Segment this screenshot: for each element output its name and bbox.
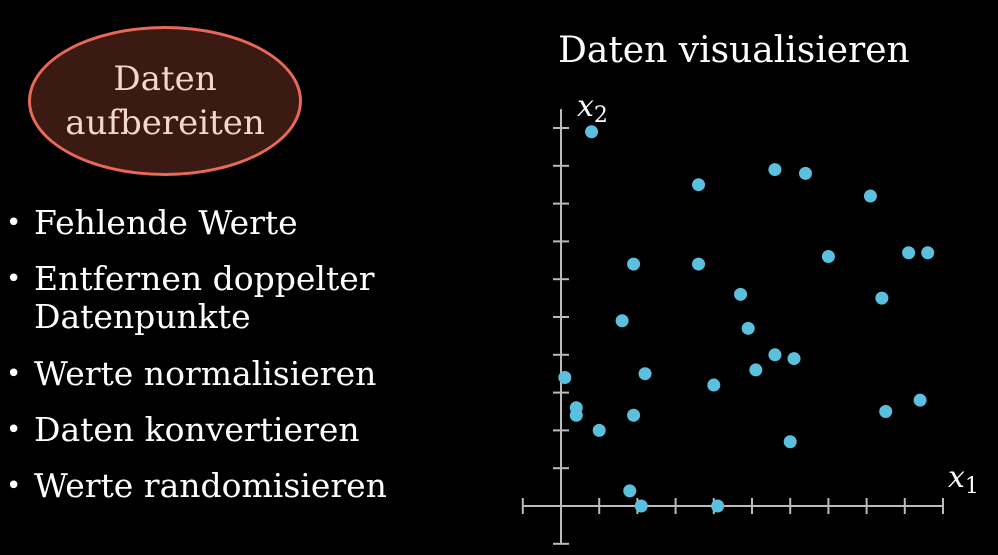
data-point — [711, 499, 725, 513]
data-point — [921, 246, 935, 260]
data-point — [787, 352, 801, 366]
data-point — [707, 378, 721, 392]
bullet-item: • Fehlende Werte — [6, 204, 387, 242]
data-point — [913, 393, 927, 407]
data-point — [749, 363, 763, 377]
axes — [521, 109, 944, 545]
x-axis-label: x1 — [948, 460, 979, 499]
data-point — [634, 499, 648, 513]
bullet-item: • Werte randomisieren — [6, 467, 387, 505]
data-points — [558, 125, 935, 513]
data-point — [623, 484, 637, 498]
data-point — [798, 166, 812, 180]
section-badge: Daten aufbereiten — [28, 26, 302, 176]
bullet-list: • Fehlende Werte • Entfernen doppelter D… — [6, 200, 387, 505]
data-point — [768, 163, 782, 177]
bullet-label: Daten konvertieren — [34, 410, 360, 449]
bullet-label-continued: Datenpunkte — [34, 297, 251, 336]
data-point — [768, 348, 782, 362]
data-point — [585, 125, 599, 139]
bullet-item: • Entfernen doppelter Datenpunkte — [6, 260, 387, 336]
data-point — [741, 321, 755, 335]
data-point — [879, 405, 893, 418]
bullet-dot-icon: • — [6, 471, 22, 501]
data-point — [638, 367, 652, 381]
bullet-label: Fehlende Werte — [34, 203, 298, 242]
data-point — [734, 287, 748, 301]
data-point — [692, 257, 706, 271]
data-point — [692, 178, 706, 192]
bullet-dot-icon: • — [6, 415, 22, 445]
bullet-item: • Werte normalisieren — [6, 355, 387, 393]
bullet-dot-icon: • — [6, 208, 22, 238]
data-point — [863, 189, 877, 203]
data-point — [875, 291, 889, 305]
bullet-label: Entfernen doppelter — [34, 259, 375, 298]
data-point — [569, 408, 583, 422]
bullet-dot-icon: • — [6, 359, 22, 389]
data-point — [821, 250, 835, 264]
badge-line-2: aufbereiten — [65, 103, 265, 143]
chart-title: Daten visualisieren — [558, 30, 910, 71]
bullet-dot-icon: • — [6, 264, 22, 294]
data-point — [615, 314, 629, 328]
data-point — [592, 423, 606, 437]
bullet-label: Werte normalisieren — [34, 354, 377, 393]
data-point — [558, 370, 572, 384]
data-point — [627, 408, 641, 422]
data-point — [902, 246, 916, 260]
data-point — [627, 257, 641, 271]
bullet-item: • Daten konvertieren — [6, 411, 387, 449]
bullet-label: Werte randomisieren — [34, 466, 387, 505]
badge-line-1: Daten — [113, 59, 217, 99]
y-axis-label: x2 — [577, 89, 608, 128]
data-point — [783, 435, 797, 449]
